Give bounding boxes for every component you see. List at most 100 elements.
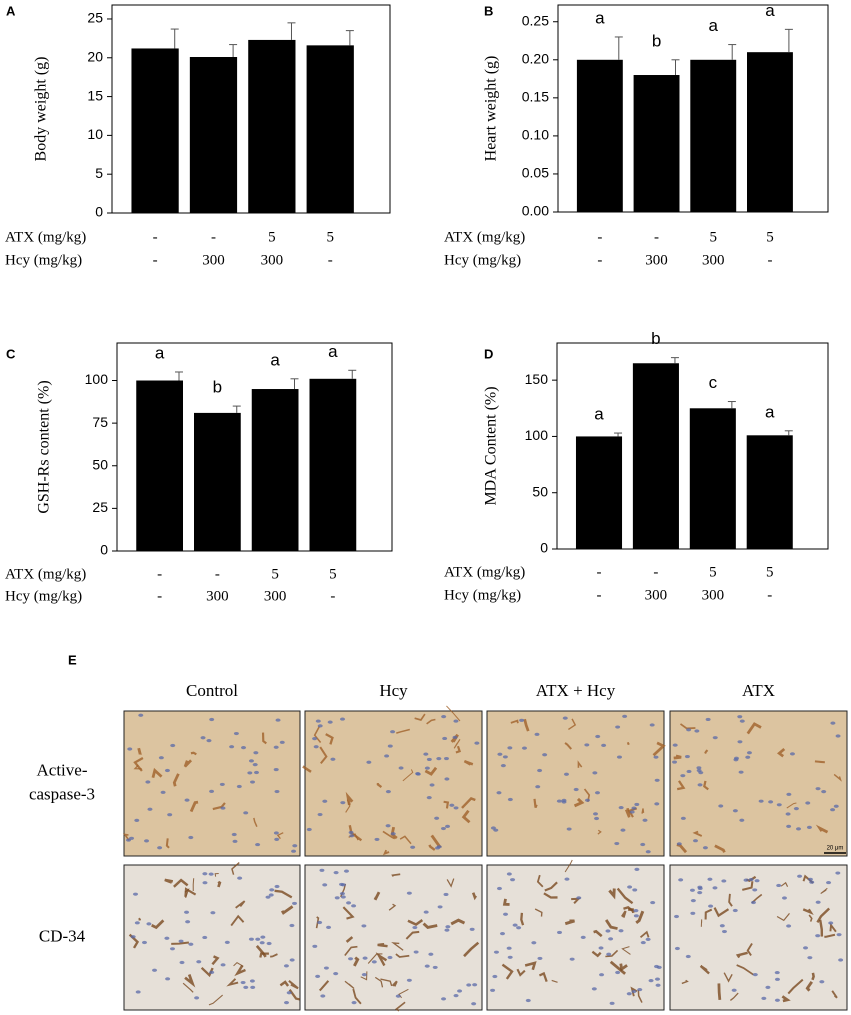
- nucleus: [750, 900, 756, 905]
- nucleus: [469, 927, 475, 931]
- nucleus: [642, 818, 648, 822]
- nucleus: [653, 755, 659, 759]
- nucleus: [622, 714, 628, 718]
- nucleus: [202, 881, 208, 885]
- nucleus: [674, 946, 680, 951]
- nucleus: [312, 944, 318, 948]
- significance-letter: a: [270, 350, 280, 369]
- panel-label: E: [68, 652, 77, 667]
- stain: [428, 844, 436, 851]
- nucleus: [531, 941, 537, 945]
- stain: [626, 742, 630, 746]
- nucleus: [219, 782, 225, 787]
- bar: [194, 412, 241, 551]
- nucleus: [306, 827, 312, 832]
- nucleus: [838, 958, 844, 962]
- nucleus: [510, 878, 516, 882]
- nucleus: [442, 736, 448, 741]
- stain: [230, 914, 245, 927]
- nucleus: [506, 946, 512, 950]
- nucleus: [366, 760, 372, 764]
- nucleus: [208, 872, 214, 876]
- group-value: -: [654, 229, 659, 245]
- stain: [353, 956, 360, 967]
- nucleus: [247, 771, 253, 775]
- nucleus: [390, 730, 396, 734]
- axes-frame: [116, 342, 393, 552]
- group-label: Hcy (mg/kg): [444, 252, 521, 268]
- bar: [747, 52, 793, 212]
- nucleus: [563, 772, 569, 776]
- nucleus: [424, 964, 430, 968]
- stain: [471, 892, 478, 901]
- nucleus: [776, 803, 782, 807]
- row-label: caspase-3: [29, 784, 95, 803]
- nucleus: [739, 818, 745, 822]
- nucleus: [444, 928, 450, 932]
- y-tick-label: 0.10: [522, 127, 549, 143]
- stain: [388, 903, 397, 911]
- stain: [424, 766, 438, 776]
- nucleus: [441, 997, 447, 1001]
- y-tick-label: 0.20: [522, 50, 549, 66]
- micrograph-bg: [486, 864, 665, 1011]
- stain: [172, 773, 180, 787]
- stain: [564, 859, 573, 873]
- nucleus: [273, 745, 279, 749]
- stain: [729, 992, 739, 1001]
- stain: [280, 905, 294, 915]
- nucleus: [134, 921, 140, 925]
- nucleus: [440, 826, 446, 831]
- stain: [635, 910, 645, 925]
- nucleus: [640, 842, 646, 847]
- nucleus: [406, 978, 412, 982]
- nucleus: [472, 983, 478, 987]
- stain: [450, 733, 459, 743]
- nucleus: [774, 970, 780, 975]
- group-value: 5: [268, 229, 276, 245]
- nucleus: [202, 872, 208, 876]
- stain: [621, 946, 631, 955]
- stain: [717, 983, 722, 1000]
- nucleus: [569, 957, 575, 961]
- stain: [808, 914, 813, 922]
- stain: [391, 942, 404, 951]
- group-value: -: [211, 229, 216, 245]
- nucleus: [210, 911, 216, 915]
- nucleus: [680, 774, 686, 778]
- nucleus: [340, 717, 346, 721]
- bar: [309, 378, 357, 551]
- nucleus: [466, 983, 472, 987]
- stain: [382, 830, 396, 840]
- nucleus: [384, 754, 390, 758]
- stain: [208, 994, 223, 1006]
- nucleus: [684, 754, 690, 759]
- stain: [736, 964, 754, 976]
- stain: [171, 941, 190, 945]
- stain: [430, 834, 442, 848]
- axes-frame: [557, 4, 829, 213]
- nucleus: [631, 806, 637, 810]
- stain: [211, 955, 220, 966]
- group-value: 5: [329, 566, 337, 582]
- nucleus: [752, 972, 758, 977]
- nucleus: [633, 909, 639, 913]
- nucleus: [512, 923, 518, 927]
- nucleus: [620, 828, 626, 832]
- nucleus: [492, 974, 498, 979]
- nucleus: [633, 914, 639, 918]
- nucleus: [719, 924, 725, 928]
- stain: [380, 978, 393, 987]
- stain: [510, 719, 519, 724]
- y-tick-label: 0: [540, 540, 548, 556]
- nucleus: [322, 799, 328, 803]
- stain: [699, 964, 710, 975]
- group-label: Hcy (mg/kg): [5, 588, 82, 604]
- nucleus: [692, 839, 698, 843]
- nucleus: [315, 719, 321, 723]
- stain: [288, 989, 301, 1001]
- column-label: ATX: [742, 681, 775, 700]
- nucleus: [835, 734, 841, 738]
- nucleus: [322, 883, 328, 887]
- group-value: 300: [702, 252, 725, 268]
